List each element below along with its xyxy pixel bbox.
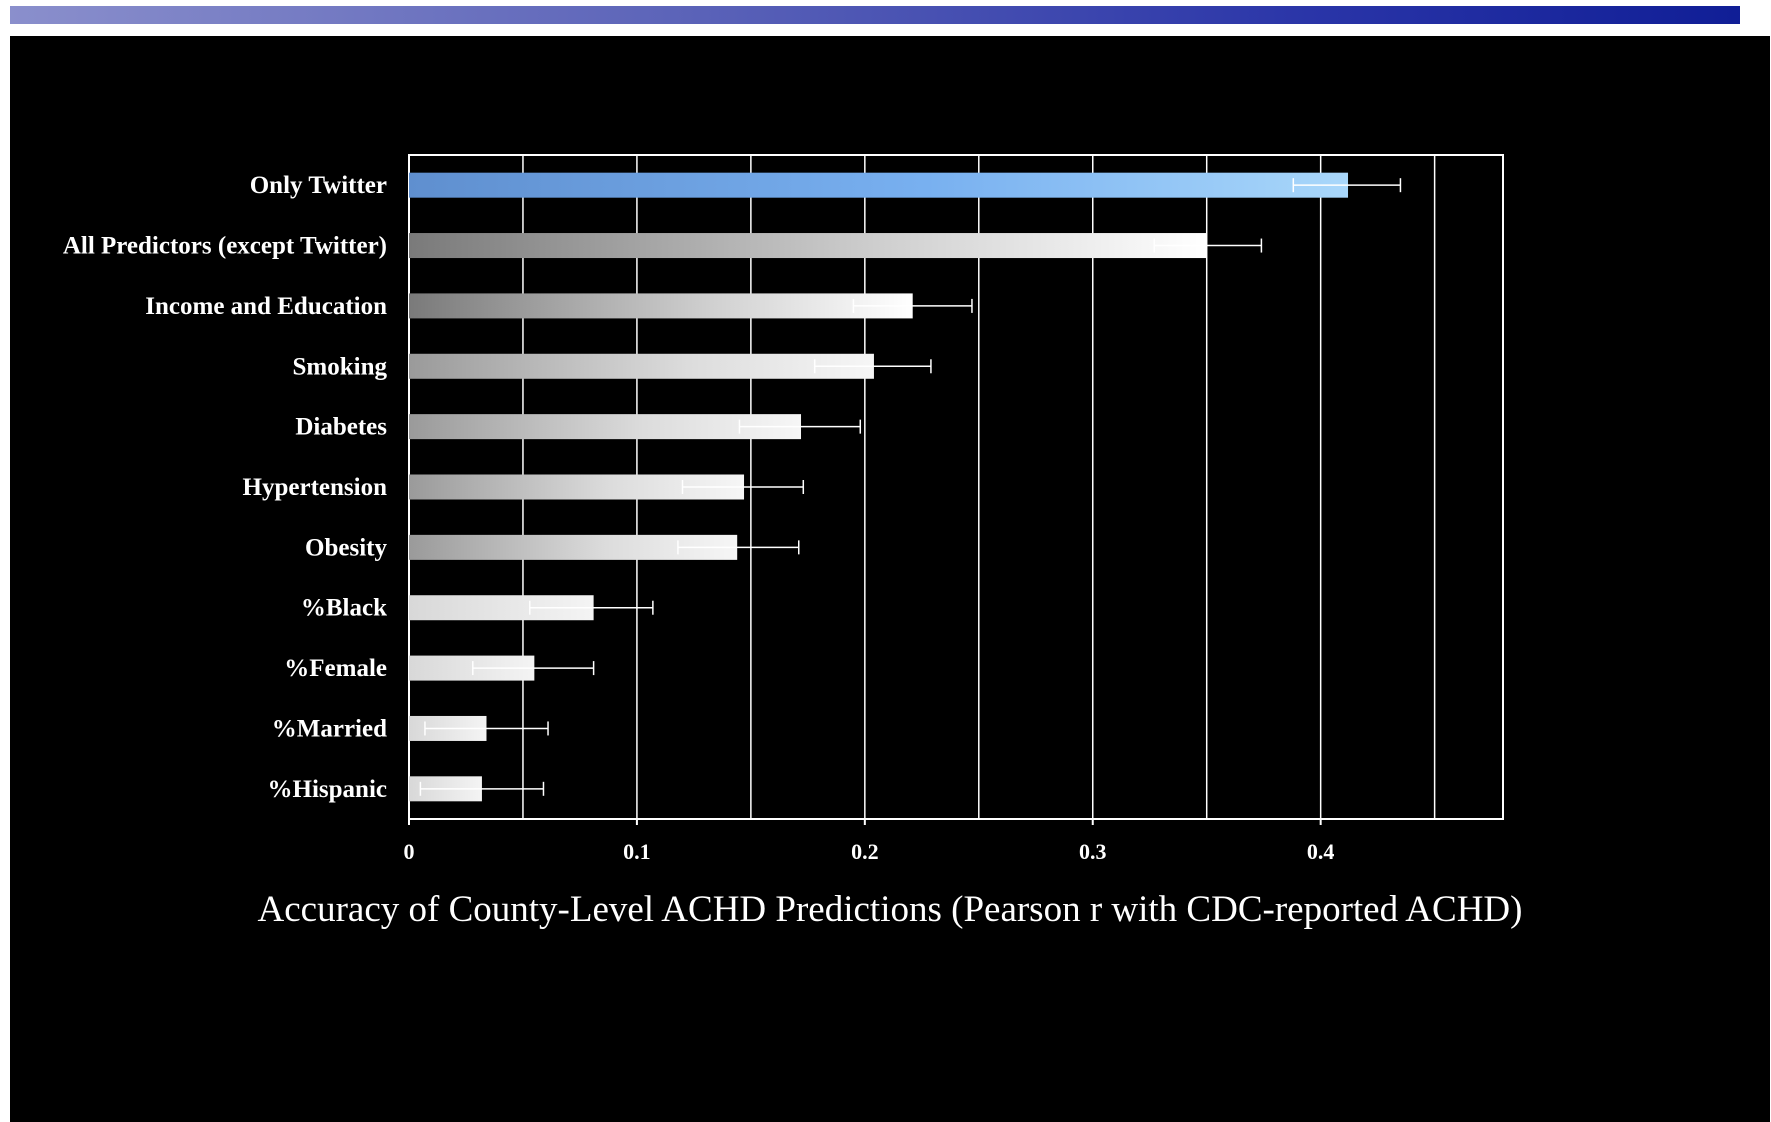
x-tick-label: 0.3 [1079, 839, 1107, 864]
bar [409, 414, 802, 440]
error-bar [738, 419, 862, 434]
error-bar [813, 359, 932, 374]
bar [409, 293, 913, 319]
bar [409, 172, 1349, 198]
category-label: Diabetes [295, 414, 387, 441]
category-label: Only Twitter [250, 172, 387, 199]
error-bar [1292, 178, 1402, 193]
error-bar [424, 721, 549, 736]
category-label: Obesity [305, 534, 387, 561]
x-tick-label: 0.4 [1307, 839, 1335, 864]
category-label: Hypertension [243, 474, 388, 501]
error-bar [852, 298, 973, 313]
x-axis-title: Accuracy of County-Level ACHD Prediction… [258, 889, 1523, 930]
error-bar [472, 661, 595, 676]
category-label: %Married [272, 715, 387, 742]
error-bar [529, 600, 654, 615]
category-label: Income and Education [145, 293, 387, 320]
category-label: Smoking [293, 353, 388, 380]
error-bar [419, 781, 545, 796]
category-label: %Hispanic [268, 776, 387, 803]
bar-chart: Only Twitter All Predictors (except Twitt… [63, 154, 1523, 930]
x-tick-label: 0 [404, 839, 415, 864]
bar [409, 233, 1207, 259]
category-label: All Predictors (except Twitter) [63, 233, 387, 260]
x-tick-label: 0.1 [623, 839, 651, 864]
category-label: %Black [301, 595, 387, 622]
bar [409, 353, 874, 379]
category-label: %Female [284, 655, 387, 682]
x-tick-label: 0.2 [851, 839, 879, 864]
slide-canvas: Only Twitter All Predictors (except Twitt… [10, 36, 1770, 1122]
title-bar-band [10, 6, 1740, 24]
error-bar [1153, 238, 1263, 253]
error-bar [681, 480, 805, 494]
error-bar [677, 540, 800, 555]
